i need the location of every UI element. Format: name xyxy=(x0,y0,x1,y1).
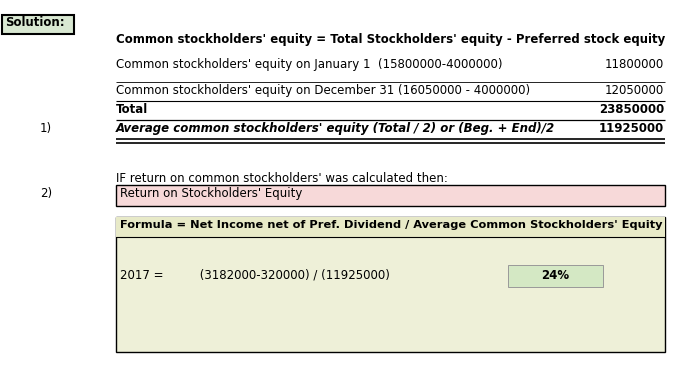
FancyBboxPatch shape xyxy=(116,217,665,352)
Text: 11925000: 11925000 xyxy=(598,122,664,135)
FancyBboxPatch shape xyxy=(508,265,603,287)
Text: 2): 2) xyxy=(40,187,52,200)
Text: Common stockholders' equity = Total Stockholders' equity - Preferred stock equit: Common stockholders' equity = Total Stoc… xyxy=(116,33,666,46)
Text: Solution:: Solution: xyxy=(5,16,64,29)
FancyBboxPatch shape xyxy=(116,185,665,206)
FancyBboxPatch shape xyxy=(2,15,74,34)
Text: Common stockholders' equity on December 31 (16050000 - 4000000): Common stockholders' equity on December … xyxy=(116,84,530,97)
Text: (3182000-320000) / (11925000): (3182000-320000) / (11925000) xyxy=(181,269,390,282)
Text: 12050000: 12050000 xyxy=(605,84,664,97)
Text: 2017 =: 2017 = xyxy=(120,269,163,282)
Text: 24%: 24% xyxy=(542,269,570,282)
Text: 23850000: 23850000 xyxy=(598,103,664,116)
Text: Formula = Net Income net of Pref. Dividend / Average Common Stockholders' Equity: Formula = Net Income net of Pref. Divide… xyxy=(120,220,663,230)
Text: Return on Stockholders' Equity: Return on Stockholders' Equity xyxy=(120,187,302,200)
Text: IF return on common stockholders' was calculated then:: IF return on common stockholders' was ca… xyxy=(116,172,448,185)
Text: Common stockholders' equity on January 1  (15800000-4000000): Common stockholders' equity on January 1… xyxy=(116,58,503,71)
FancyBboxPatch shape xyxy=(116,217,665,237)
Text: Total: Total xyxy=(116,103,148,116)
Text: 1): 1) xyxy=(40,122,52,135)
Text: Average common stockholders' equity (Total / 2) or (Beg. + End)/2: Average common stockholders' equity (Tot… xyxy=(116,122,555,135)
Text: 11800000: 11800000 xyxy=(605,58,664,71)
